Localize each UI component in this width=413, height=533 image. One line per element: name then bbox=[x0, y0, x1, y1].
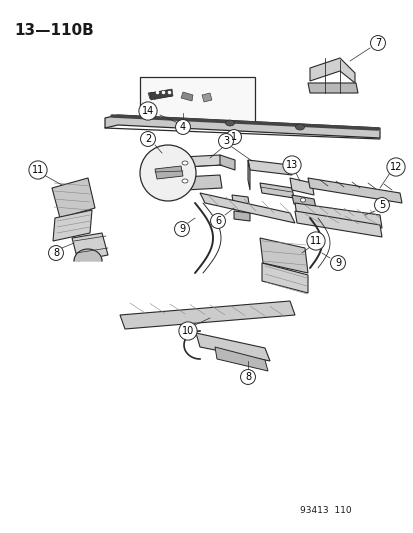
Circle shape bbox=[178, 322, 197, 340]
Polygon shape bbox=[247, 160, 249, 190]
Polygon shape bbox=[219, 155, 235, 170]
Polygon shape bbox=[52, 178, 95, 218]
Polygon shape bbox=[72, 233, 108, 261]
Polygon shape bbox=[150, 89, 173, 100]
Polygon shape bbox=[294, 203, 381, 228]
Polygon shape bbox=[289, 178, 313, 195]
Polygon shape bbox=[105, 115, 379, 138]
Ellipse shape bbox=[225, 120, 234, 126]
Polygon shape bbox=[307, 178, 401, 203]
Text: 13—110B: 13—110B bbox=[14, 23, 93, 38]
Text: 14: 14 bbox=[142, 106, 154, 116]
Text: 7: 7 bbox=[374, 38, 380, 48]
Bar bbox=[140, 77, 254, 125]
Text: 13: 13 bbox=[285, 160, 297, 170]
Polygon shape bbox=[165, 158, 166, 188]
Text: 8: 8 bbox=[53, 248, 59, 258]
Circle shape bbox=[226, 130, 241, 144]
Polygon shape bbox=[74, 249, 102, 261]
Circle shape bbox=[174, 222, 189, 237]
Circle shape bbox=[175, 119, 190, 134]
Polygon shape bbox=[309, 58, 354, 83]
Polygon shape bbox=[259, 183, 293, 198]
Text: 4: 4 bbox=[180, 122, 185, 132]
Polygon shape bbox=[120, 301, 294, 329]
Polygon shape bbox=[53, 210, 92, 241]
Polygon shape bbox=[247, 160, 291, 175]
Polygon shape bbox=[214, 347, 267, 371]
Text: 8: 8 bbox=[244, 372, 250, 382]
Text: 11: 11 bbox=[309, 236, 321, 246]
Polygon shape bbox=[233, 211, 249, 221]
Polygon shape bbox=[291, 195, 315, 208]
Polygon shape bbox=[165, 175, 221, 191]
Circle shape bbox=[240, 369, 255, 384]
Circle shape bbox=[140, 132, 155, 147]
Polygon shape bbox=[261, 263, 307, 293]
Circle shape bbox=[386, 158, 404, 176]
Polygon shape bbox=[147, 90, 171, 99]
Circle shape bbox=[138, 102, 157, 120]
Circle shape bbox=[29, 161, 47, 179]
Circle shape bbox=[140, 145, 195, 201]
Polygon shape bbox=[307, 83, 357, 93]
Circle shape bbox=[48, 246, 63, 261]
Ellipse shape bbox=[295, 124, 304, 130]
Circle shape bbox=[330, 255, 344, 270]
Text: 1: 1 bbox=[230, 132, 237, 142]
Ellipse shape bbox=[300, 198, 305, 202]
Text: 10: 10 bbox=[181, 326, 194, 336]
Circle shape bbox=[282, 156, 300, 174]
Text: 11: 11 bbox=[32, 165, 44, 175]
Circle shape bbox=[306, 232, 324, 250]
Polygon shape bbox=[180, 92, 192, 101]
Polygon shape bbox=[294, 211, 381, 237]
Ellipse shape bbox=[182, 161, 188, 165]
Text: 9: 9 bbox=[178, 224, 185, 234]
Circle shape bbox=[374, 198, 389, 213]
Polygon shape bbox=[231, 195, 249, 211]
Ellipse shape bbox=[182, 179, 188, 183]
Text: 5: 5 bbox=[378, 200, 384, 210]
Text: 6: 6 bbox=[214, 216, 221, 226]
Polygon shape bbox=[202, 93, 211, 102]
Text: 9: 9 bbox=[334, 258, 340, 268]
Text: 12: 12 bbox=[389, 162, 401, 172]
Polygon shape bbox=[195, 333, 269, 361]
Circle shape bbox=[218, 134, 233, 149]
Polygon shape bbox=[154, 166, 183, 179]
Text: 3: 3 bbox=[222, 136, 228, 146]
Text: 93413  110: 93413 110 bbox=[299, 506, 351, 515]
Circle shape bbox=[210, 214, 225, 229]
Polygon shape bbox=[165, 155, 221, 168]
Polygon shape bbox=[199, 193, 294, 223]
Polygon shape bbox=[259, 238, 307, 273]
Text: 2: 2 bbox=[145, 134, 151, 144]
Circle shape bbox=[370, 36, 385, 51]
